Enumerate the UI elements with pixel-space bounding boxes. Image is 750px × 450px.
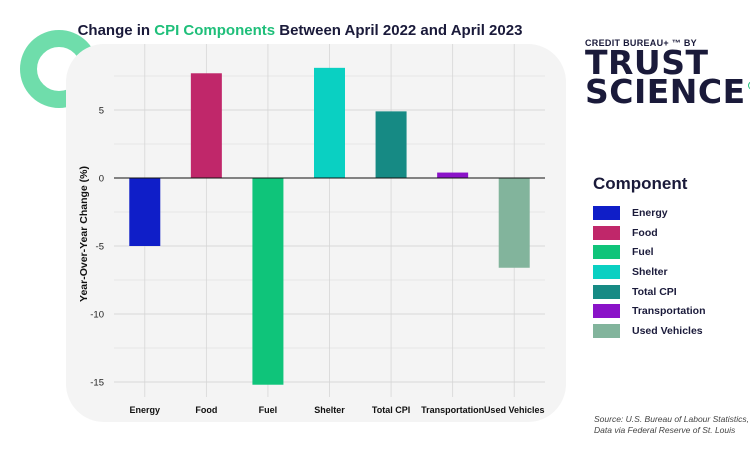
legend-label: Shelter xyxy=(632,265,668,278)
bar-fuel xyxy=(252,178,284,385)
legend-label: Fuel xyxy=(632,246,654,259)
source-line-2: Data via Federal Reserve of St. Louis xyxy=(594,425,736,435)
legend-swatch xyxy=(593,284,620,299)
x-tick-label: Shelter xyxy=(314,405,345,415)
x-tick-label: Food xyxy=(195,405,217,415)
brand-logo: CREDIT BUREAU+ ™ BY TRUST SCIENCE xyxy=(585,38,750,108)
legend-swatch xyxy=(593,264,620,279)
y-tick-label: -15 xyxy=(90,378,104,389)
legend-item: Energy xyxy=(593,203,706,223)
x-tick-label: Total CPI xyxy=(372,405,410,415)
brand-tagline: CREDIT BUREAU+ ™ BY xyxy=(585,38,697,48)
legend-swatch xyxy=(593,245,620,260)
legend-swatch xyxy=(593,323,620,338)
legend-item: Used Vehicles xyxy=(593,321,706,341)
legend-item: Food xyxy=(593,223,706,243)
y-axis-label: Year-Over-Year Change (%) xyxy=(78,166,90,302)
legend-items: Energy Food Fuel Shelter Total CPI Transporta… xyxy=(593,203,706,341)
bar-transportation xyxy=(437,172,469,178)
source-line-1: Source: U.S. Bureau of Labour Statistics… xyxy=(594,414,749,424)
title-suffix: Between April 2022 and April 2023 xyxy=(275,22,523,39)
brand-name-line2: SCIENCE xyxy=(585,75,750,108)
source-note: Source: U.S. Bureau of Labour Statistics… xyxy=(594,414,749,436)
x-tick-label: Energy xyxy=(130,405,161,415)
grid-layer xyxy=(114,44,545,397)
brand-name-line1: TRUST xyxy=(585,43,709,82)
x-tick-label: Used Vehicles xyxy=(484,405,545,415)
legend-item: Shelter xyxy=(593,262,706,282)
legend-label: Transportation xyxy=(632,305,706,318)
legend-swatch xyxy=(593,304,620,319)
legend: Component Energy Food Fuel Shelter Total CPI… xyxy=(593,174,706,341)
brand-name-line2-text: SCIENCE xyxy=(585,72,746,111)
bar-total-cpi xyxy=(375,111,407,178)
legend-item: Fuel xyxy=(593,242,706,262)
y-tick-label: -5 xyxy=(96,242,104,253)
legend-item: Total CPI xyxy=(593,282,706,302)
bar-food xyxy=(190,73,222,178)
chart-title: Change in CPI Components Between April 2… xyxy=(0,22,600,39)
legend-item: Transportation xyxy=(593,301,706,321)
bar-layer xyxy=(114,67,545,385)
x-tick-label: Fuel xyxy=(259,405,278,415)
legend-label: Food xyxy=(632,226,658,239)
legend-label: Total CPI xyxy=(632,285,677,298)
bar-shelter xyxy=(314,67,345,178)
legend-label: Energy xyxy=(632,206,668,219)
legend-label: Used Vehicles xyxy=(632,324,703,337)
legend-swatch xyxy=(593,225,620,240)
label-layer: -15 -10 -5 0 5 Energy Food Fuel Shelter Total CPI… xyxy=(90,106,544,416)
x-tick-label: Transportation xyxy=(421,405,484,415)
title-prefix: Change in xyxy=(77,22,155,39)
legend-title: Component xyxy=(593,174,688,193)
y-tick-label: 0 xyxy=(99,174,104,185)
y-tick-label: 5 xyxy=(99,106,104,117)
bar-used-vehicles xyxy=(498,178,530,268)
legend-swatch xyxy=(593,205,620,220)
title-highlight: CPI Components xyxy=(154,22,276,39)
y-tick-label: -10 xyxy=(90,310,104,321)
bar-energy xyxy=(129,178,161,246)
